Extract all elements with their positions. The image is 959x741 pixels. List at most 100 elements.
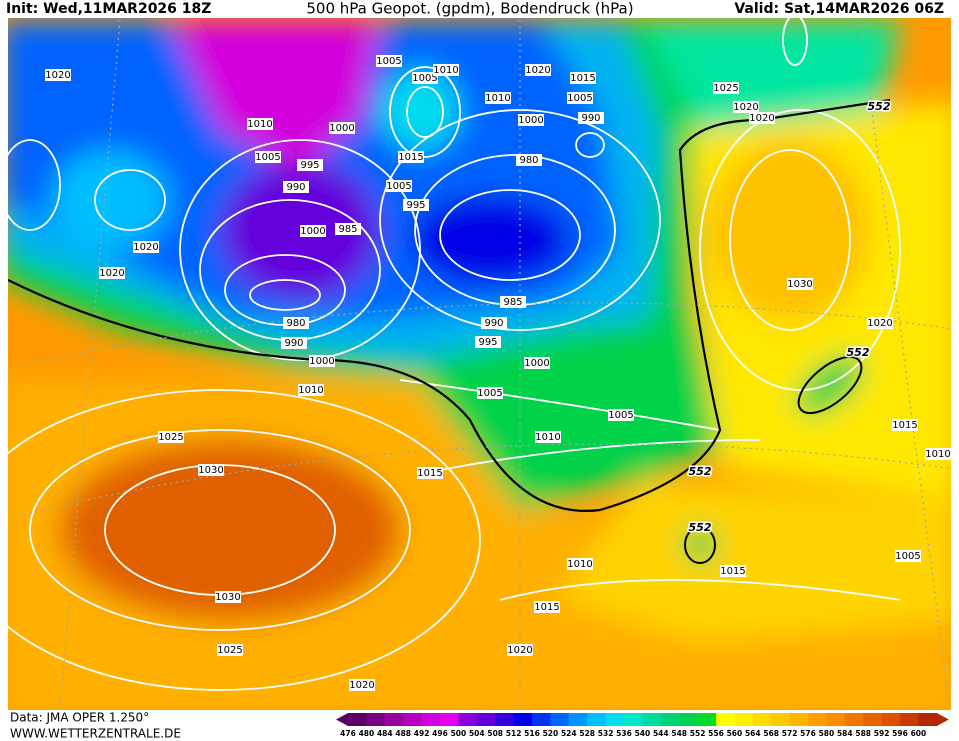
scale-label: 484 xyxy=(377,729,393,738)
isobar-label: 1030 xyxy=(198,465,223,476)
isobar-label-box xyxy=(525,64,551,76)
scale-swatch xyxy=(826,713,846,726)
scale-swatch xyxy=(844,713,864,726)
isobar-label-box xyxy=(412,72,438,84)
scale-label: 504 xyxy=(469,729,485,738)
scale-label: 568 xyxy=(763,729,779,738)
scale-swatch xyxy=(458,713,478,726)
isobar-label-box xyxy=(713,82,739,94)
isobar-label-box xyxy=(578,112,604,124)
scale-label: 600 xyxy=(911,729,927,738)
isobar-label: 1020 xyxy=(133,242,158,253)
isobar-label-box xyxy=(507,644,533,656)
isobar-label: 990 xyxy=(286,182,305,193)
scale-label: 524 xyxy=(561,729,577,738)
isobar-label-box xyxy=(309,355,335,367)
isobar-label: 1020 xyxy=(507,645,532,656)
isobar-label-box xyxy=(215,591,241,603)
header-bar xyxy=(0,0,959,18)
isobar-label-box xyxy=(570,72,596,84)
scale-swatch xyxy=(403,713,422,726)
scale-label: 560 xyxy=(727,729,743,738)
isobar-label-box xyxy=(298,384,324,396)
scale-label: 500 xyxy=(451,729,467,738)
isobar-label: 1025 xyxy=(158,432,183,443)
scale-label: 508 xyxy=(487,729,503,738)
init-time: Init: Wed,11MAR2026 18Z xyxy=(6,1,211,17)
isobar-label: 1030 xyxy=(787,279,812,290)
isobar-label-box xyxy=(349,679,375,691)
isobar-label: 1005 xyxy=(895,551,920,562)
website: WWW.WETTERZENTRALE.DE xyxy=(10,727,181,741)
isobar-label-box xyxy=(386,180,412,192)
isobar-label: 1015 xyxy=(892,420,917,431)
scale-label: 532 xyxy=(598,729,614,738)
scale-swatch xyxy=(900,713,919,726)
isobar-label-box xyxy=(892,419,918,431)
scale-swatch xyxy=(716,713,735,726)
isobar-label: 1010 xyxy=(535,432,560,443)
isobar-label: 995 xyxy=(300,160,319,171)
isobar-label-box xyxy=(518,114,544,126)
isobar-label-box xyxy=(485,92,511,104)
scale-swatch xyxy=(384,713,404,726)
scale-swatch xyxy=(789,713,809,726)
isobars xyxy=(8,18,901,691)
isobar-label-box xyxy=(500,296,526,308)
isobar-label-box xyxy=(535,431,561,443)
scale-swatch xyxy=(421,713,441,726)
scale-label: 540 xyxy=(635,729,651,738)
isobar-label: 995 xyxy=(478,337,497,348)
isobar-label-box xyxy=(524,357,550,369)
isobar-label-box xyxy=(749,112,775,124)
isobar-label: 1000 xyxy=(300,226,325,237)
isobar-label: 1015 xyxy=(720,566,745,577)
isobar-label: 1015 xyxy=(534,602,559,613)
isobar-label: 990 xyxy=(581,113,600,124)
isobar-label-box xyxy=(335,223,361,235)
isobar-label-box xyxy=(433,64,459,76)
scale-swatch xyxy=(660,713,680,726)
isobar-label-box xyxy=(217,644,243,656)
scale-swatch xyxy=(587,713,606,726)
isobar-label: 1020 xyxy=(99,268,124,279)
isobar-label: 1005 xyxy=(477,388,502,399)
isobar-label-box xyxy=(516,154,542,166)
geopotential-label: 552 xyxy=(847,346,870,359)
isobar-label-box xyxy=(895,550,921,562)
scale-swatch xyxy=(642,713,662,726)
scale-label: 552 xyxy=(690,729,706,738)
scale-swatch xyxy=(808,713,827,726)
scale-label: 496 xyxy=(432,729,448,738)
scale-swatch xyxy=(532,713,551,726)
isobar-label: 980 xyxy=(519,155,538,166)
isobar-label: 1005 xyxy=(386,181,411,192)
isobar-label: 1010 xyxy=(247,119,272,130)
isobar-label: 1010 xyxy=(433,65,458,76)
isobar-label-box xyxy=(297,159,323,171)
valid-time: Valid: Sat,14MAR2026 06Z xyxy=(734,1,944,17)
scale-label: 488 xyxy=(395,729,411,738)
isobar-label: 1030 xyxy=(215,592,240,603)
isobar-label-box xyxy=(787,278,813,290)
isobar-label: 1020 xyxy=(867,318,892,329)
scale-label: 544 xyxy=(653,729,669,738)
isobar-label-box xyxy=(398,151,424,163)
isobar-label: 990 xyxy=(484,318,503,329)
isobar-label: 1005 xyxy=(412,73,437,84)
isobar-label-box xyxy=(534,601,560,613)
isobar-label: 985 xyxy=(338,224,357,235)
isobar-label-box xyxy=(608,409,634,421)
isobar-label-box xyxy=(99,267,125,279)
color-scale: 476 480 484 488 492 496 500 504 508 512 516 520 524 5… xyxy=(336,713,949,738)
isobar-label-box xyxy=(376,55,402,67)
isobar-label: 980 xyxy=(286,318,305,329)
scale-swatch xyxy=(348,713,367,726)
isobar-label-box xyxy=(733,101,759,113)
isobar-label: 1010 xyxy=(298,385,323,396)
isobar-label-box xyxy=(403,199,429,211)
isobar-label: 1000 xyxy=(329,123,354,134)
scale-swatch xyxy=(605,713,625,726)
